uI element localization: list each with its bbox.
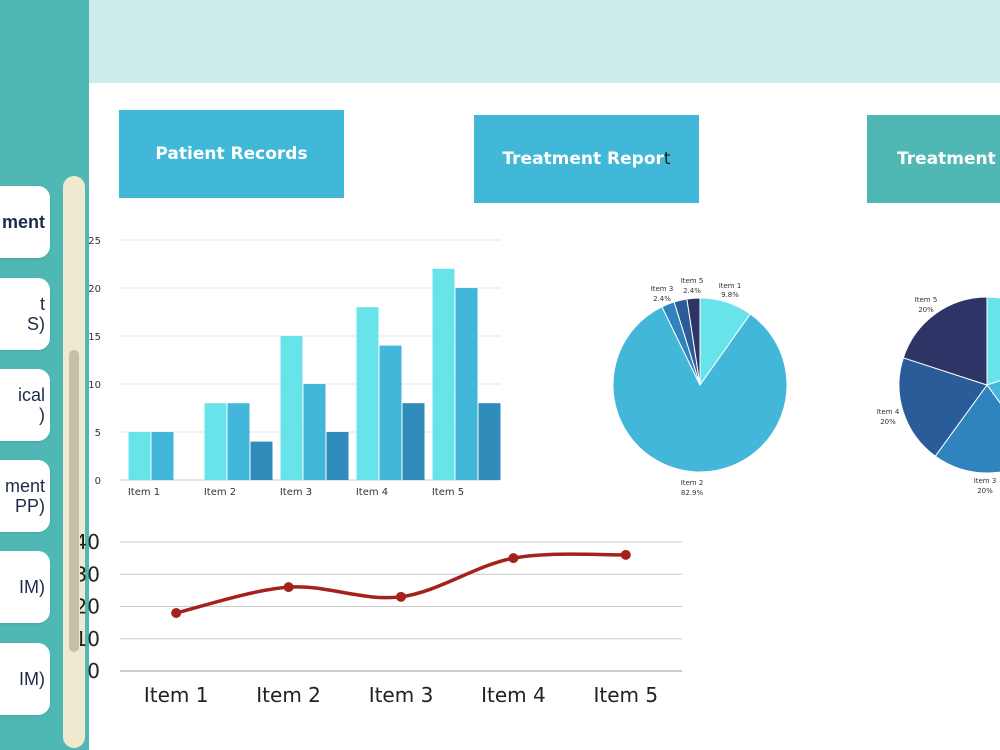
treatment-report-tile[interactable]: Treatment Report bbox=[474, 115, 699, 203]
bar-y-tick-label: 25 bbox=[88, 236, 101, 247]
pie-label: Item 5 bbox=[681, 277, 704, 285]
line-chart: 0 10 20 30 40 Item 1 Item 2 Item 3 Item 4 Item 5 bbox=[80, 530, 682, 707]
line-x-tick-label: Item 4 bbox=[481, 683, 546, 707]
sidebar-item-label: S) bbox=[27, 314, 45, 334]
bar bbox=[204, 403, 227, 480]
line-y-tick-label: 30 bbox=[80, 562, 100, 586]
sidebar-item-label: ment bbox=[1, 212, 45, 232]
pie-percent-label: 20% bbox=[918, 306, 934, 314]
pie-label: Item 2 bbox=[681, 479, 704, 487]
line-x-tick-label: Item 5 bbox=[593, 683, 658, 707]
treatment-label: Treatment bbox=[897, 149, 996, 169]
bar bbox=[326, 432, 349, 480]
line-point bbox=[620, 549, 631, 560]
line-x-tick-label: Item 3 bbox=[369, 683, 434, 707]
treatment-tile[interactable]: Treatment bbox=[867, 115, 1000, 203]
sidebar-item-label: ment bbox=[4, 476, 45, 496]
sidebar-item-5[interactable]: IM) bbox=[0, 551, 50, 623]
sidebar-item-label: t bbox=[39, 294, 45, 314]
line-x-tick-label: Item 1 bbox=[144, 683, 209, 707]
pie-label: Item 1 bbox=[719, 282, 742, 290]
bar bbox=[128, 432, 151, 480]
bar-y-tick-label: 0 bbox=[95, 476, 101, 487]
bar bbox=[379, 345, 402, 480]
bar-x-tick-label: Item 4 bbox=[356, 487, 388, 498]
sidebar-item-label: IM) bbox=[19, 577, 45, 597]
bar bbox=[455, 288, 478, 480]
bar-x-tick-label: Item 2 bbox=[204, 487, 236, 498]
pie-percent-label: 2.4% bbox=[653, 295, 671, 303]
bar-y-tick-label: 15 bbox=[88, 332, 101, 343]
bar-x-tick-label: Item 5 bbox=[432, 487, 464, 498]
pie-slice bbox=[934, 384, 1000, 474]
sidebar-item-label: IM) bbox=[19, 669, 45, 689]
bar bbox=[250, 441, 273, 480]
bar-y-tick-label: 5 bbox=[95, 428, 101, 439]
pie-chart: Item 19.8% Item 2 82.9% Item 3 2.4% Item 5 2.4… bbox=[612, 277, 788, 497]
line-y-tick-label: 10 bbox=[80, 627, 100, 651]
line-y-tick-label: 20 bbox=[80, 595, 100, 619]
pie-slice bbox=[986, 296, 1000, 386]
bar bbox=[478, 403, 501, 480]
line-point bbox=[508, 553, 519, 564]
sidebar-item-3[interactable]: ical ) bbox=[0, 369, 50, 441]
pie-slice bbox=[898, 357, 988, 457]
pie-slice bbox=[902, 296, 988, 386]
treatment-report-label: Treatment Report bbox=[502, 149, 671, 169]
pie-slice bbox=[986, 380, 1000, 404]
pie-slice bbox=[612, 306, 788, 473]
sidebar-item-label: PP) bbox=[14, 496, 45, 516]
bar bbox=[402, 403, 425, 480]
bar-x-tick-label: Item 1 bbox=[128, 487, 160, 498]
pie-label: Item 3 bbox=[651, 285, 674, 293]
bar bbox=[356, 307, 379, 480]
line-y-tick-label: 40 bbox=[80, 530, 100, 554]
pie-percent-label: 2.4% bbox=[683, 287, 701, 295]
sidebar-scrollbar-thumb[interactable] bbox=[69, 350, 79, 652]
line-y-tick-label: 0 bbox=[87, 659, 100, 683]
sidebar-item-2[interactable]: t S) bbox=[0, 278, 50, 350]
pie-chart-right: Item 3 20% Item 4 20% Item 5 20% bbox=[877, 296, 1000, 495]
bar-y-tick-label: 10 bbox=[88, 380, 101, 391]
bar bbox=[151, 432, 174, 480]
line-x-tick-label: Item 2 bbox=[256, 683, 321, 707]
sidebar-item-label: ) bbox=[39, 405, 45, 425]
pie-label: Item 5 bbox=[915, 296, 938, 304]
line-point bbox=[283, 582, 294, 593]
bar bbox=[227, 403, 250, 480]
patient-records-label: Patient Records bbox=[155, 144, 308, 164]
pie-percent-label: 20% bbox=[977, 487, 993, 495]
pie-label: Item 3 bbox=[974, 477, 997, 485]
bar bbox=[280, 336, 303, 480]
line-point bbox=[396, 591, 406, 602]
sidebar-item-6[interactable]: IM) bbox=[0, 643, 50, 715]
pie-label: Item 4 bbox=[877, 408, 900, 416]
top-header-bar bbox=[89, 0, 1000, 83]
bar-y-tick-label: 20 bbox=[88, 284, 101, 295]
sidebar-item-label: ical bbox=[17, 385, 45, 405]
pie-percent-label: 20% bbox=[880, 418, 896, 426]
pie-slice bbox=[686, 297, 701, 386]
line-series bbox=[175, 552, 626, 615]
bar bbox=[432, 268, 455, 480]
bar-chart: 0 5 10 15 20 25 Item 1 Item 2 Item 3 Item 4 Item 5 bbox=[88, 236, 501, 498]
line-point bbox=[171, 607, 182, 618]
sidebar-item-1[interactable]: ment bbox=[0, 186, 50, 258]
pie-percent-label: 9.8% bbox=[721, 291, 739, 299]
patient-records-tile[interactable]: Patient Records bbox=[119, 110, 344, 198]
sidebar-item-4[interactable]: ment PP) bbox=[0, 460, 50, 532]
bar bbox=[303, 384, 326, 480]
pie-percent-label: 82.9% bbox=[681, 489, 704, 497]
bar-x-tick-label: Item 3 bbox=[280, 487, 312, 498]
